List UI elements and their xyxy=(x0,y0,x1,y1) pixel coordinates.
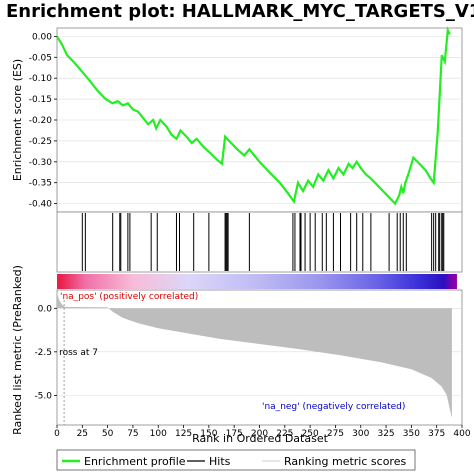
x-tick-label: 50 xyxy=(102,429,114,439)
x-tick-label: 375 xyxy=(428,429,445,439)
x-tick-label: 75 xyxy=(127,429,138,439)
metric-y-tick-label: -2.5 xyxy=(34,348,52,358)
legend: Enrichment profile Hits Ranking metric sco… xyxy=(56,449,416,471)
metric-y-tick-label: 0.0 xyxy=(38,304,53,314)
legend-label: Hits xyxy=(209,455,231,468)
x-tick-label: 250 xyxy=(302,429,319,439)
enrichment-profile-line xyxy=(56,26,451,206)
hits-panel xyxy=(56,211,463,273)
rank-color-strip xyxy=(57,274,457,289)
es-y-tick-label: -0.30 xyxy=(29,158,53,168)
es-y-tick-label: 0.00 xyxy=(32,32,52,42)
x-tick-label: 125 xyxy=(175,429,192,439)
x-tick-label: 25 xyxy=(77,429,88,439)
es-y-axis-label: Enrichment score (ES) xyxy=(11,59,24,181)
es-y-tick-label: -0.20 xyxy=(29,116,53,126)
x-tick-label: 225 xyxy=(276,429,293,439)
rank-color-bar xyxy=(57,274,457,289)
x-tick-label: 325 xyxy=(377,429,394,439)
x-tick-label: 350 xyxy=(403,429,420,439)
es-y-tick-label: -0.25 xyxy=(29,137,52,147)
es-y-tick-label: -0.40 xyxy=(29,200,53,210)
page-title: Enrichment plot: HALLMARK_MYC_TARGETS_V1 xyxy=(6,1,474,22)
hits-lines xyxy=(81,213,445,271)
ranked-metric-panel: ross at 7 'na_pos' (positively correlate… xyxy=(11,265,463,435)
x-axis-label: Rank in Ordered Dataset xyxy=(192,432,329,445)
x-tick-label: 275 xyxy=(327,429,344,439)
zero-cross-label: ross at 7 xyxy=(59,348,98,358)
x-tick-label: 200 xyxy=(251,429,268,439)
x-tick-label: 400 xyxy=(453,429,470,439)
hits-panel-frame xyxy=(56,211,463,273)
legend-label: Ranking metric scores xyxy=(284,455,406,468)
x-tick-label: 175 xyxy=(226,429,243,439)
legend-frame xyxy=(56,449,416,471)
es-y-tick-label: -0.35 xyxy=(29,179,52,189)
ranking-metric-area xyxy=(57,292,452,418)
es-y-tick-label: -0.05 xyxy=(29,53,52,63)
metric-y-ticks: 0.0 -2.5 -5.0 xyxy=(34,304,57,401)
metric-y-axis-label: Ranked list metric (PreRanked) xyxy=(11,265,24,435)
es-y-tick-label: -0.10 xyxy=(29,74,53,84)
metric-y-tick-label: -5.0 xyxy=(34,391,52,401)
x-axis: 0 25 50 75 100 125 150 175 200 225 250 275 300 325 350… xyxy=(54,425,471,439)
x-tick-label: 150 xyxy=(200,429,217,439)
positive-correlated-label: 'na_pos' (positively correlated) xyxy=(60,292,198,302)
x-tick-label: 0 xyxy=(54,429,60,439)
legend-label: Enrichment profile xyxy=(84,455,186,468)
es-panel: 0.00 -0.05 -0.10 -0.15 -0.20 -0.25 -0.30 -0.35 -… xyxy=(11,26,463,213)
es-y-ticks: 0.00 -0.05 -0.10 -0.15 -0.20 -0.25 -0.30 -0.35 -… xyxy=(29,32,57,210)
x-tick-label: 300 xyxy=(352,429,369,439)
es-y-tick-label: -0.15 xyxy=(29,95,52,105)
negative-correlated-label: 'na_neg' (negatively correlated) xyxy=(262,402,405,412)
x-tick-label: 100 xyxy=(150,429,167,439)
